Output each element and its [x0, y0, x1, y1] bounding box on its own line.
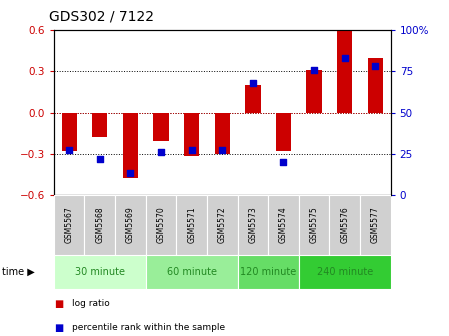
- Point: [341, 55, 348, 61]
- Bar: [54, 255, 146, 289]
- Point: [96, 156, 103, 161]
- Bar: [215, 113, 230, 154]
- Bar: [268, 195, 299, 255]
- Bar: [276, 113, 291, 151]
- Point: [127, 171, 134, 176]
- Bar: [154, 113, 169, 141]
- Bar: [176, 195, 207, 255]
- Bar: [184, 113, 199, 157]
- Point: [372, 64, 379, 69]
- Bar: [54, 195, 84, 255]
- Text: ■: ■: [54, 323, 63, 333]
- Text: percentile rank within the sample: percentile rank within the sample: [72, 323, 225, 332]
- Text: GSM5575: GSM5575: [310, 207, 319, 244]
- Text: 60 minute: 60 minute: [167, 267, 216, 277]
- Text: GDS302 / 7122: GDS302 / 7122: [49, 9, 154, 24]
- Bar: [92, 113, 107, 137]
- Point: [311, 67, 318, 73]
- Text: GSM5572: GSM5572: [218, 207, 227, 244]
- Bar: [238, 195, 268, 255]
- Text: GSM5574: GSM5574: [279, 207, 288, 244]
- Bar: [238, 255, 299, 289]
- Text: GSM5576: GSM5576: [340, 207, 349, 244]
- Point: [188, 148, 195, 153]
- Text: 120 minute: 120 minute: [240, 267, 296, 277]
- Bar: [62, 113, 77, 151]
- Bar: [115, 195, 146, 255]
- Bar: [123, 113, 138, 178]
- Bar: [337, 30, 352, 113]
- Point: [219, 148, 226, 153]
- Bar: [306, 70, 322, 113]
- Bar: [360, 195, 391, 255]
- Bar: [299, 255, 391, 289]
- Bar: [207, 195, 238, 255]
- Bar: [146, 255, 238, 289]
- Text: 30 minute: 30 minute: [75, 267, 125, 277]
- Text: GSM5573: GSM5573: [248, 207, 257, 244]
- Text: GSM5569: GSM5569: [126, 207, 135, 244]
- Text: log ratio: log ratio: [72, 299, 110, 308]
- Text: GSM5568: GSM5568: [95, 207, 104, 244]
- Bar: [330, 195, 360, 255]
- Bar: [299, 195, 330, 255]
- Text: GSM5567: GSM5567: [65, 207, 74, 244]
- Text: GSM5570: GSM5570: [157, 207, 166, 244]
- Text: 240 minute: 240 minute: [317, 267, 373, 277]
- Text: GSM5571: GSM5571: [187, 207, 196, 244]
- Bar: [84, 195, 115, 255]
- Bar: [245, 85, 260, 113]
- Bar: [368, 58, 383, 113]
- Point: [158, 150, 165, 155]
- Text: ■: ■: [54, 299, 63, 309]
- Point: [249, 80, 256, 86]
- Bar: [146, 195, 176, 255]
- Point: [66, 148, 73, 153]
- Point: [280, 159, 287, 165]
- Text: time ▶: time ▶: [2, 267, 35, 277]
- Text: GSM5577: GSM5577: [371, 207, 380, 244]
